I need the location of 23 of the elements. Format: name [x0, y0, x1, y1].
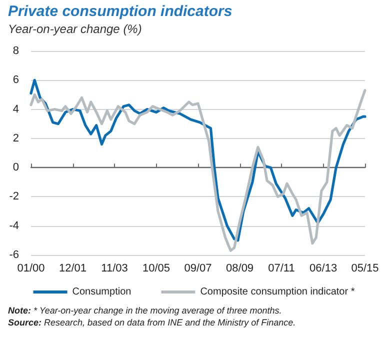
y-tick-label: -4 — [9, 220, 19, 232]
x-tick-label: 11/03 — [101, 262, 128, 274]
legend-label: Composite consumption indicator * — [200, 286, 355, 298]
x-tick-label: 12/01 — [58, 262, 87, 274]
x-tick-label: 10/05 — [142, 262, 170, 274]
y-tick-label: -6 — [9, 249, 19, 261]
chart-title: Private consumption indicators — [8, 3, 232, 20]
x-tick-label: 07/11 — [268, 262, 295, 274]
y-tick-label: 8 — [12, 45, 19, 57]
text: Note: * Year-on-year change in the moving average of three months. — [8, 306, 282, 316]
y-tick-label: 2 — [12, 132, 19, 144]
x-tick-label: 09/07 — [184, 262, 212, 274]
x-tick-label: 08/09 — [226, 262, 254, 274]
x-tick-label: 01/00 — [17, 262, 45, 274]
y-tick-label: -2 — [9, 190, 19, 203]
y-tick-label: 0 — [12, 162, 19, 174]
source-note: Source: Research, based on data from INE and the Ministry of Finance. — [8, 318, 296, 328]
y-tick-label: 6 — [12, 74, 19, 86]
y-tick-label: 4 — [12, 103, 19, 116]
x-tick-label: 06/13 — [310, 262, 338, 274]
legend-label: Consumption — [72, 286, 132, 298]
x-tick-label: 05/15 — [351, 262, 379, 274]
chart-subtitle: Year-on-year change (%) — [8, 22, 142, 36]
